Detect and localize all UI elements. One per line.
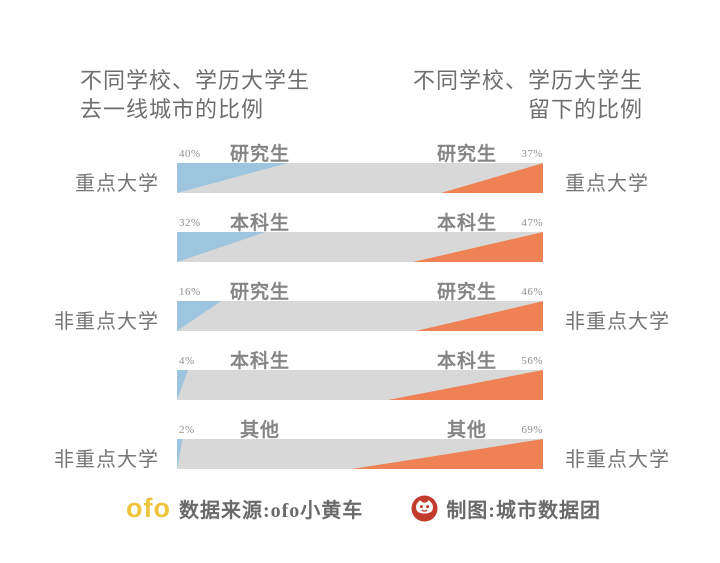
pct-label-left: 2%	[179, 424, 195, 436]
footer: ofo 数据来源:ofo小黄车 制图:城市数据团	[126, 492, 601, 524]
bar-track-container	[177, 232, 543, 262]
chart-row: 40% 研究生 研究生 37% 重点大学 重点大学	[0, 141, 720, 195]
data-source-label: 数据来源:ofo小黄车	[178, 499, 364, 522]
group-label-left: 非重点大学	[54, 449, 159, 471]
pct-label-right: 37%	[521, 148, 543, 160]
pct-label-right: 47%	[521, 217, 543, 229]
group-label-right: 非重点大学	[565, 311, 670, 333]
group-label-right: 重点大学	[565, 173, 649, 195]
pct-label-right: 56%	[521, 355, 543, 367]
bar-track-container	[177, 163, 543, 193]
bar-track-container	[177, 439, 543, 469]
right-title-line1: 不同学校、学历大学生	[412, 68, 643, 93]
chart-row: 4% 本科生 本科生 56%	[0, 348, 720, 402]
category-label-right: 本科生	[436, 213, 497, 234]
pct-label-right: 69%	[521, 424, 543, 436]
bar-track-container	[177, 370, 543, 400]
bar-track-container	[177, 301, 543, 331]
pct-label-left: 40%	[179, 148, 201, 160]
left-wedge	[177, 163, 288, 193]
category-label-left: 其他	[239, 420, 280, 441]
group-label-left: 重点大学	[75, 173, 159, 195]
category-label-right: 其他	[446, 420, 487, 441]
left-wedge	[177, 370, 189, 400]
category-label-left: 研究生	[229, 144, 290, 165]
left-wedge	[177, 301, 222, 331]
chart-row: 2% 其他 其他 69% 非重点大学 非重点大学	[0, 417, 720, 471]
right-title-line2: 留下的比例	[527, 97, 643, 122]
right-wedge	[412, 232, 543, 262]
right-chart-title: 不同学校、学历大学生 留下的比例	[413, 66, 643, 124]
cat-face-icon	[411, 495, 438, 521]
chart-row: 16% 研究生 研究生 46% 非重点大学 非重点大学	[0, 279, 720, 333]
left-chart-title: 不同学校、学历大学生 去一线城市的比例	[80, 66, 310, 124]
credit-label: 制图:城市数据团	[446, 499, 601, 522]
pct-label-right: 46%	[521, 286, 543, 298]
chart-row: 32% 本科生 本科生 47%	[0, 210, 720, 264]
pct-label-left: 16%	[179, 286, 201, 298]
category-label-right: 研究生	[436, 144, 497, 165]
category-label-right: 研究生	[436, 282, 497, 303]
category-label-left: 本科生	[229, 213, 290, 234]
right-wedge	[415, 301, 543, 331]
category-label-left: 研究生	[229, 282, 290, 303]
right-wedge	[440, 163, 543, 193]
left-wedge	[177, 232, 266, 262]
right-wedge	[387, 370, 543, 400]
group-label-left: 非重点大学	[54, 311, 159, 333]
category-label-right: 本科生	[436, 351, 497, 372]
pct-label-left: 4%	[179, 355, 195, 367]
left-wedge	[177, 439, 183, 469]
left-title-line2: 去一线城市的比例	[80, 97, 265, 122]
category-label-left: 本科生	[229, 351, 290, 372]
left-title-line1: 不同学校、学历大学生	[80, 68, 311, 93]
group-label-right: 非重点大学	[565, 449, 670, 471]
ofo-logo: ofo	[126, 492, 171, 523]
pct-label-left: 32%	[179, 217, 201, 229]
right-wedge	[351, 439, 543, 469]
citylab-logo	[411, 495, 438, 522]
